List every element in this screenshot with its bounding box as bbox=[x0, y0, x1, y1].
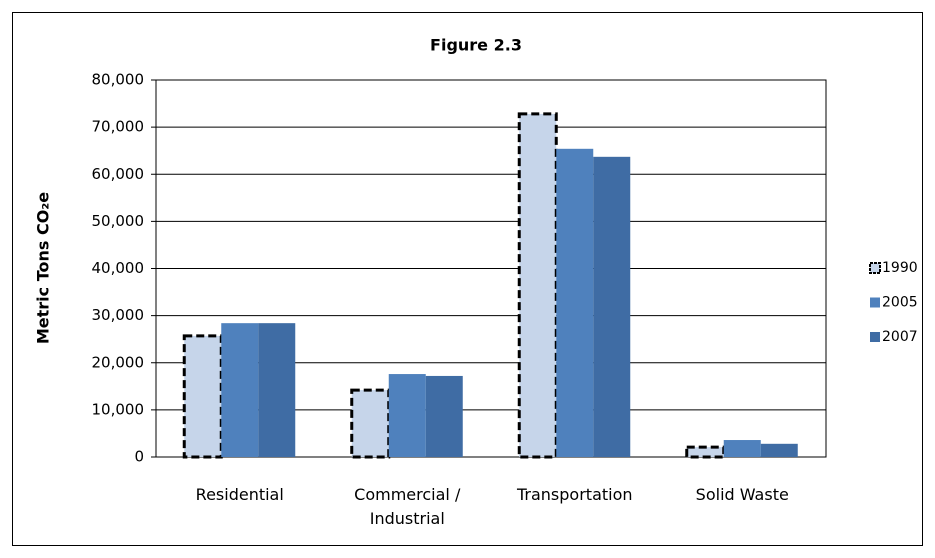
bar bbox=[685, 445, 726, 459]
bar bbox=[723, 440, 761, 457]
y-tick-label: 50,000 bbox=[92, 212, 145, 230]
bar bbox=[593, 156, 631, 457]
x-tick-label: Transportation bbox=[516, 485, 633, 504]
legend-label: 1990 bbox=[882, 260, 918, 276]
legend-label: 2007 bbox=[882, 329, 918, 345]
y-tick-label: 0 bbox=[134, 448, 144, 466]
y-tick-label: 60,000 bbox=[92, 165, 145, 183]
bar bbox=[182, 334, 223, 459]
bar bbox=[221, 323, 259, 457]
y-tick-label: 20,000 bbox=[92, 353, 145, 371]
bar bbox=[517, 112, 558, 459]
x-tick-label: Solid Waste bbox=[695, 485, 789, 504]
y-tick-label: 70,000 bbox=[92, 118, 145, 136]
x-tick-label: Residential bbox=[195, 485, 284, 504]
legend-label: 2005 bbox=[882, 295, 918, 311]
y-axis-label: Metric Tons CO₂e bbox=[34, 192, 53, 344]
bar bbox=[556, 148, 594, 458]
legend-swatch bbox=[869, 262, 881, 274]
y-tick-label: 40,000 bbox=[92, 259, 145, 277]
x-tick-label: Commercial / Industrial bbox=[354, 485, 461, 528]
bar bbox=[760, 443, 798, 457]
bar bbox=[425, 375, 463, 457]
y-tick-label: 10,000 bbox=[92, 400, 145, 418]
chart-title: Figure 2.3 bbox=[430, 36, 522, 55]
y-tick-label: 30,000 bbox=[92, 306, 145, 324]
bar bbox=[388, 374, 426, 457]
bar bbox=[258, 323, 296, 457]
legend-swatch bbox=[870, 297, 880, 308]
y-tick-label: 80,000 bbox=[92, 71, 145, 89]
legend-swatch bbox=[870, 332, 880, 342]
bar bbox=[350, 388, 391, 459]
